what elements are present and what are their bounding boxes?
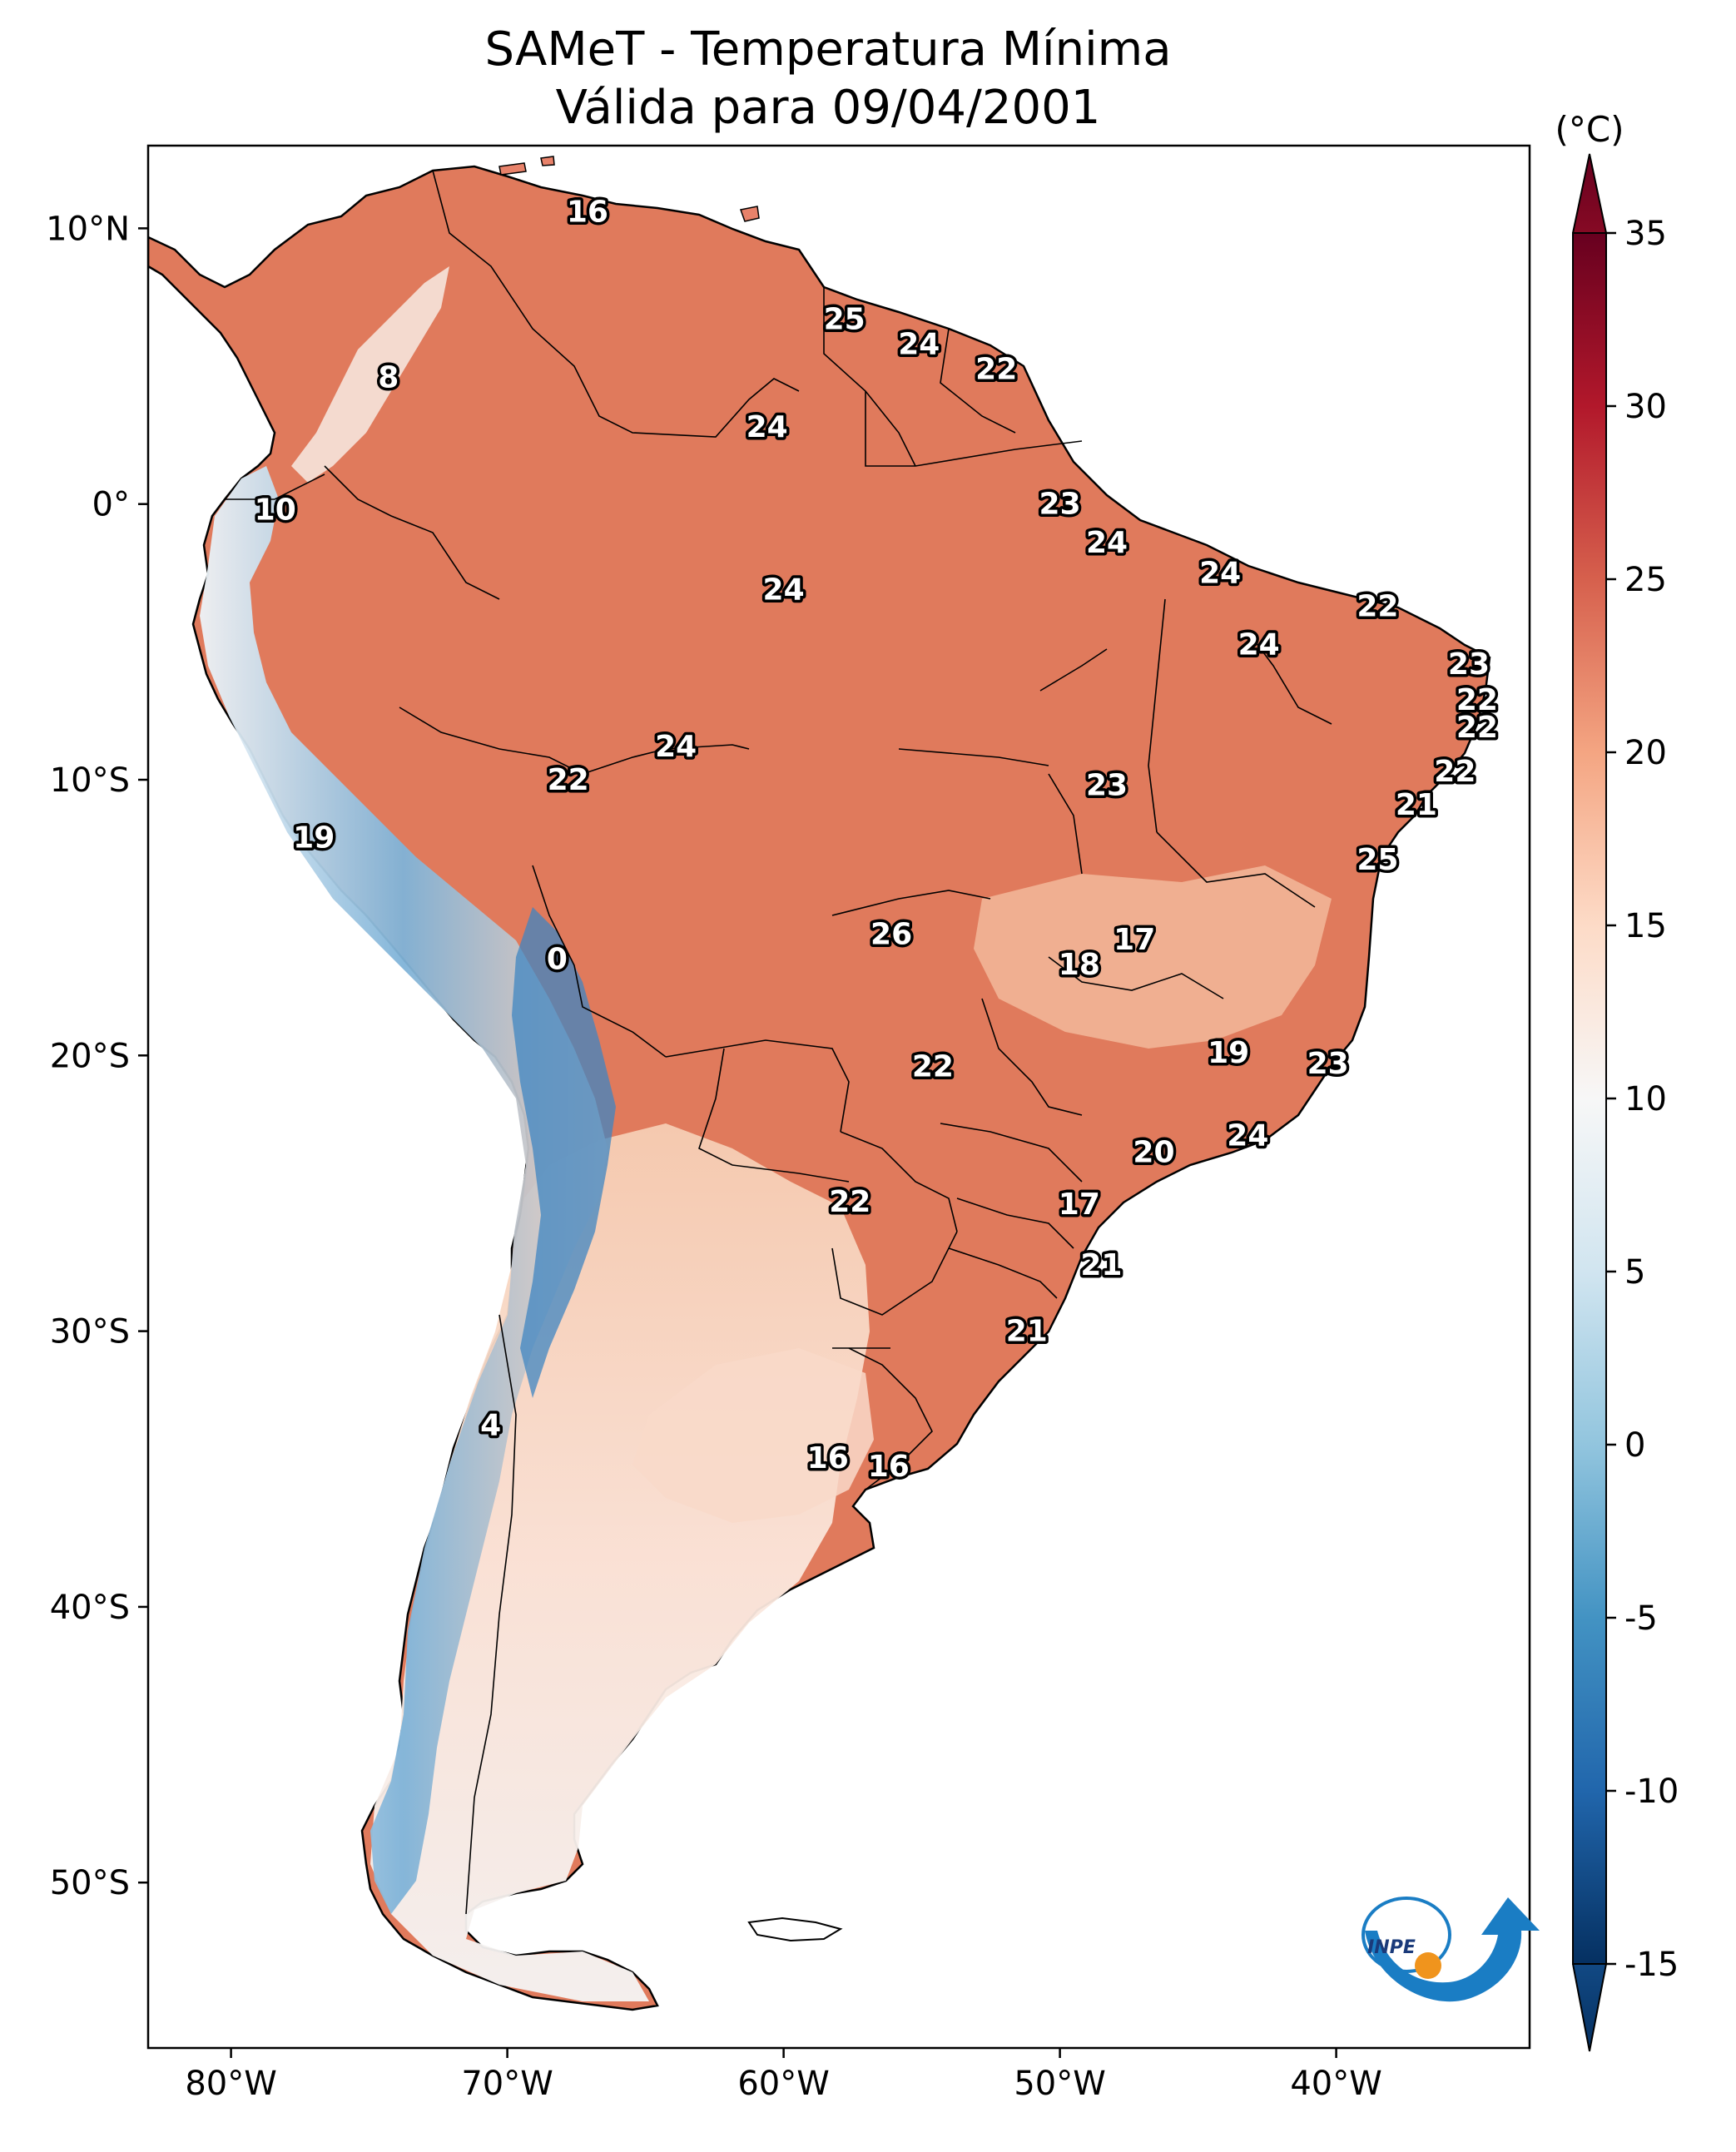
- colorbar-tick-label: -15: [1624, 1946, 1679, 1984]
- lon-tick-label: 80°W: [185, 2065, 276, 2103]
- inpe-logo: INPE: [1362, 1897, 1540, 2002]
- city-value-label: 24: [763, 573, 805, 607]
- lat-tick-label: 50°S: [50, 1864, 130, 1902]
- city-value-label: 22: [912, 1050, 954, 1084]
- country-borders: [225, 170, 1332, 1915]
- latitude-axis: 10°N 0° 10°S 20°S 30°S 40°S 50°S: [46, 210, 148, 1902]
- city-value-label: 24: [898, 328, 940, 362]
- lon-tick-label: 40°W: [1290, 2065, 1381, 2103]
- inpe-logo-swoosh: [1365, 1897, 1540, 2002]
- lat-tick-label: 20°S: [50, 1037, 130, 1075]
- colorbar-unit: (°C): [1555, 109, 1624, 150]
- lat-tick-label: 0°: [92, 486, 130, 524]
- city-value-label: 22: [1357, 589, 1398, 623]
- falkland-islands: [747, 1916, 843, 1942]
- city-value-label: 23: [1039, 488, 1081, 522]
- inpe-logo-dot: [1415, 1952, 1441, 1979]
- city-value-label: 18: [1059, 948, 1100, 982]
- lat-tick-label: 30°S: [50, 1313, 130, 1351]
- colorbar-bar: [1572, 232, 1607, 1965]
- city-value-label: 4: [480, 1408, 501, 1442]
- colorbar-tick-label: 35: [1624, 215, 1667, 253]
- colorbar-tick-label: 15: [1624, 907, 1667, 945]
- city-value-label: 22: [975, 352, 1017, 386]
- city-value-label: 19: [1208, 1036, 1249, 1070]
- city-value-label: 10: [255, 493, 296, 527]
- city-value-label: 22: [1456, 683, 1498, 717]
- colorbar-tick-label: -10: [1624, 1773, 1679, 1811]
- city-value-label: 23: [1307, 1047, 1349, 1081]
- colorbar-ticks: 35 30 25 20 15 10 5 0 -5 -10 -15: [1606, 215, 1679, 1984]
- city-value-label: 23: [1448, 647, 1490, 682]
- lon-tick-label: 60°W: [737, 2065, 829, 2103]
- lat-tick-label: 10°N: [46, 210, 130, 248]
- city-value-label: 20: [1133, 1135, 1174, 1169]
- lat-tick-label: 10°S: [50, 761, 130, 800]
- colorbar-tick-label: 10: [1624, 1080, 1667, 1118]
- longitude-axis: 80°W 70°W 60°W 50°W 40°W: [185, 2048, 1382, 2103]
- city-value-label: 23: [1086, 769, 1128, 803]
- colorbar-tick-label: -5: [1624, 1599, 1658, 1638]
- argentina-cool-zone: [370, 1123, 870, 2001]
- city-value-label: 22: [548, 763, 589, 797]
- altiplano-deep-cold: [512, 907, 616, 1398]
- city-value-label: 25: [1357, 843, 1398, 877]
- city-value-label: 22: [829, 1185, 870, 1219]
- city-value-label: 17: [1059, 1188, 1100, 1222]
- city-value-label: 24: [1227, 1118, 1268, 1153]
- caribbean-islands: [498, 156, 760, 222]
- city-value-label: 24: [1199, 557, 1241, 591]
- inpe-logo-ring: [1362, 1897, 1451, 1973]
- lon-tick-label: 50°W: [1014, 2065, 1105, 2103]
- city-value-label: 21: [1006, 1315, 1048, 1349]
- city-value-label: 16: [868, 1450, 910, 1484]
- brazil-southeast-highlands: [974, 865, 1332, 1049]
- city-value-label: 19: [293, 821, 335, 855]
- lat-tick-label: 40°S: [50, 1589, 130, 1627]
- city-value-label: 24: [746, 410, 788, 444]
- city-value-label: 22: [1456, 711, 1498, 745]
- city-value-label: 24: [1238, 628, 1280, 662]
- pampas-cool: [632, 1348, 874, 1523]
- city-value-label: 21: [1396, 788, 1437, 822]
- colombia-andes-cool: [291, 266, 449, 483]
- map-area: [148, 146, 1530, 2048]
- colorbar-tick-label: 20: [1624, 734, 1667, 772]
- andes-cold-ridge: [200, 466, 608, 1914]
- map-title: SAMeT - Temperatura Mínima: [484, 22, 1171, 77]
- lon-tick-label: 70°W: [461, 2065, 553, 2103]
- colorbar: 35 30 25 20 15 10 5 0 -5 -10 -15 (°C): [1555, 109, 1679, 2052]
- city-value-label: 24: [655, 730, 697, 764]
- colorbar-tick-label: 5: [1624, 1253, 1645, 1292]
- city-value-label: 25: [824, 303, 866, 337]
- colorbar-tick-label: 30: [1624, 388, 1667, 426]
- city-value-label: 0: [547, 942, 568, 976]
- city-value-label: 16: [567, 196, 608, 230]
- city-value-label: 17: [1114, 923, 1155, 957]
- city-value-label: 16: [807, 1441, 849, 1475]
- inpe-logo-text: INPE: [1367, 1937, 1416, 1958]
- city-value-label: 22: [1434, 755, 1476, 789]
- city-value-label: 21: [1080, 1248, 1122, 1282]
- city-value-label: 8: [378, 360, 399, 394]
- map-subtitle-date: Válida para 09/04/2001: [556, 81, 1101, 135]
- city-value-label: 26: [870, 918, 912, 952]
- colorbar-tick-label: 0: [1624, 1426, 1645, 1465]
- colorbar-tick-label: 25: [1624, 561, 1667, 599]
- map-frame: [146, 144, 1531, 2050]
- city-value-label: 24: [1086, 526, 1128, 560]
